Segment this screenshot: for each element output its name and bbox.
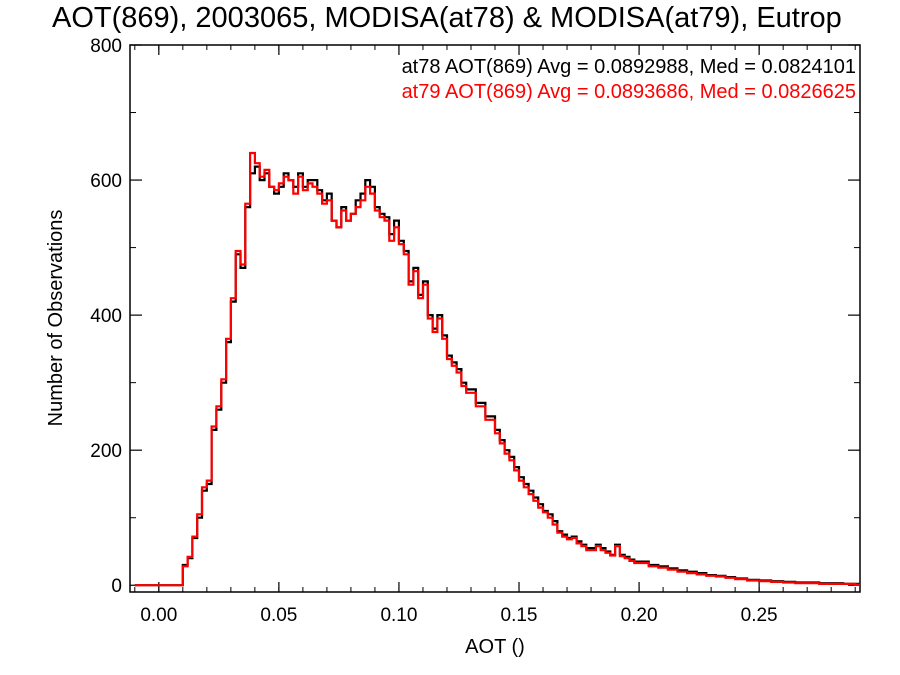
y-tick-label: 0: [111, 576, 122, 597]
x-tick-label: 0.00: [140, 605, 177, 626]
y-tick-label: 800: [90, 36, 122, 57]
series-line-at78: [134, 165, 860, 587]
legend-annotation-at79: at79 AOT(869) Avg = 0.0893686, Med = 0.0…: [402, 81, 856, 103]
x-tick-label: 0.15: [501, 605, 538, 626]
x-tick-label: 0.20: [621, 605, 658, 626]
x-tick-label: 0.10: [380, 605, 417, 626]
plot-frame: [129, 44, 861, 593]
series-line-at79: [134, 151, 860, 587]
y-tick-label: 600: [90, 171, 122, 192]
x-tick-label: 0.05: [260, 605, 297, 626]
x-tick-label: 0.25: [741, 605, 778, 626]
x-axis-title: AOT (): [465, 636, 525, 658]
chart-title: AOT(869), 2003065, MODISA(at78) & MODISA…: [52, 2, 842, 34]
y-tick-label: 400: [90, 306, 122, 327]
y-tick-label: 200: [90, 441, 122, 462]
legend-annotation-at78: at78 AOT(869) Avg = 0.0892988, Med = 0.0…: [402, 56, 856, 78]
y-axis-title: Number of Observations: [45, 210, 67, 427]
